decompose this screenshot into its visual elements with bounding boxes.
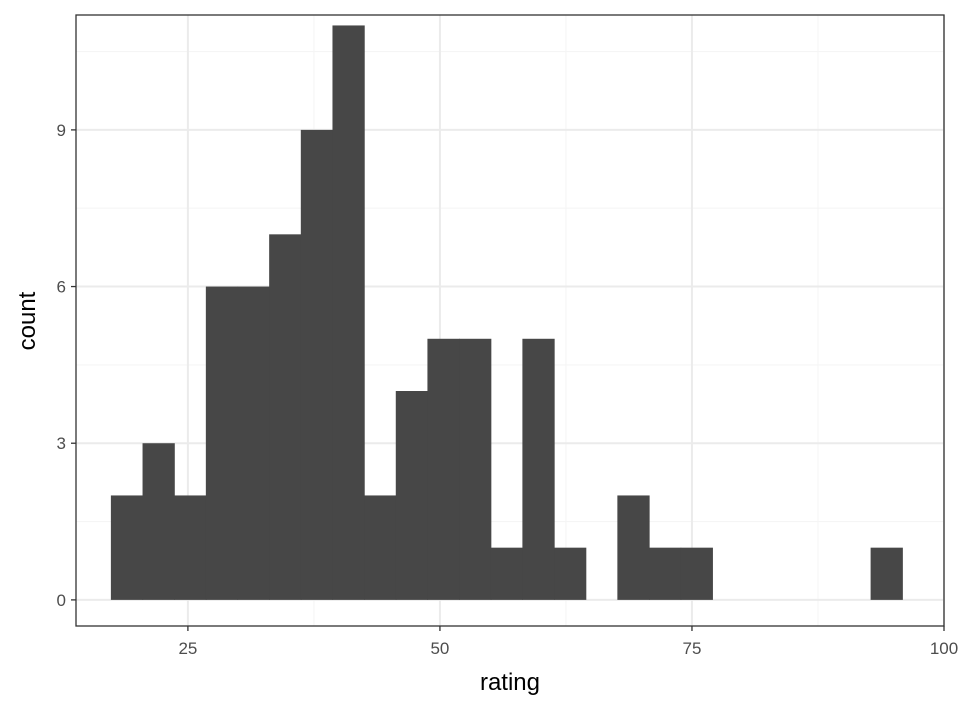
histogram-bar — [522, 338, 555, 600]
histogram-bar — [205, 286, 239, 600]
histogram-bar — [395, 391, 429, 600]
histogram-bar — [300, 129, 334, 600]
histogram-bar — [332, 25, 365, 600]
y-axis-ticks: 0 3 6 9 — [57, 121, 76, 610]
histogram-bar — [649, 547, 682, 600]
y-tick-label: 0 — [57, 591, 66, 610]
y-tick-label: 3 — [57, 434, 66, 453]
histogram-bar — [459, 338, 492, 600]
x-axis-title: rating — [480, 669, 540, 696]
histogram-bar — [142, 443, 175, 600]
histogram-bar — [680, 547, 713, 600]
x-tick-label: 50 — [430, 639, 449, 658]
x-tick-label: 25 — [178, 639, 197, 658]
histogram-bar — [554, 547, 587, 600]
y-tick-label: 9 — [57, 121, 66, 140]
histogram-bar — [490, 547, 523, 600]
panel-border — [75, 14, 945, 627]
histogram-bar — [364, 495, 397, 600]
histogram-bar — [870, 547, 903, 600]
histogram-bar — [617, 495, 650, 600]
x-tick-label: 100 — [930, 639, 958, 658]
y-axis-title: count — [14, 291, 41, 350]
histogram-bar — [269, 234, 302, 600]
histogram-bar — [237, 286, 270, 600]
histogram-bar — [174, 495, 207, 600]
histogram-bars — [110, 25, 903, 600]
histogram-bar — [427, 338, 460, 600]
y-tick-label: 6 — [57, 278, 66, 297]
histogram-bar — [110, 495, 144, 600]
x-tick-label: 75 — [683, 639, 702, 658]
x-axis-ticks: 25 50 75 100 — [178, 626, 958, 658]
